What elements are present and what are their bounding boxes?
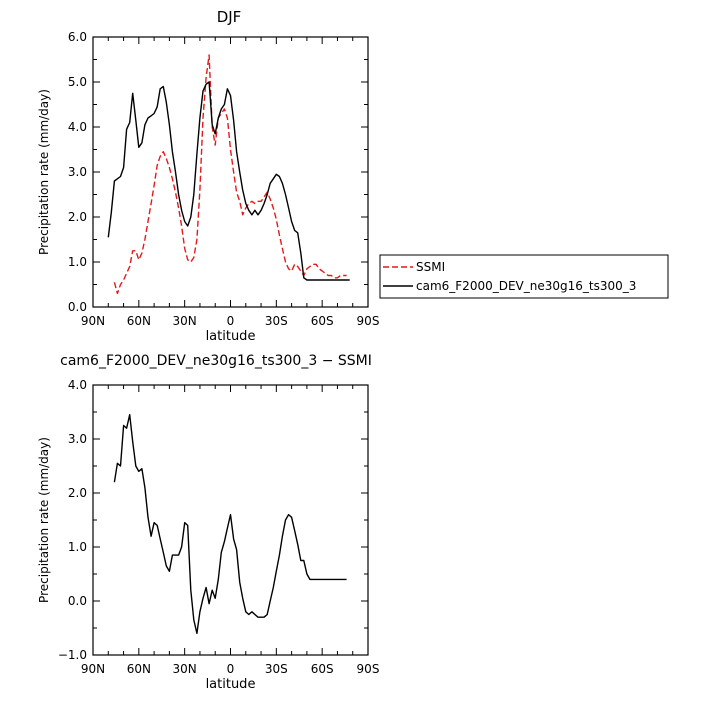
panel2-xtick-label: 30S bbox=[265, 662, 288, 676]
panel2-xlabel: latitude bbox=[206, 677, 256, 692]
panel1-title: DJF bbox=[217, 8, 242, 26]
panel1-frame bbox=[92, 36, 369, 308]
legend-label-1: SSMI bbox=[416, 260, 445, 274]
panel1-ylabel: Precipitation rate (mm/day) bbox=[37, 89, 51, 255]
panel1-xtick-label: 90N bbox=[81, 314, 105, 328]
legend-label-2: cam6_F2000_DEV_ne30g16_ts300_3 bbox=[416, 279, 636, 293]
panel2-series-line-1 bbox=[113, 414, 347, 635]
panel2-xtick-label: 60N bbox=[127, 662, 151, 676]
panel1-xtick-label: 90S bbox=[357, 314, 380, 328]
legend-box bbox=[379, 254, 669, 299]
panel2-ytick-label: 1.0 bbox=[68, 540, 87, 554]
panel2-xtick-label: 90N bbox=[81, 662, 105, 676]
panel1-ytick-label: 6.0 bbox=[68, 30, 87, 44]
panel2-ytick-label: 3.0 bbox=[68, 432, 87, 446]
panel1-series-line-2 bbox=[107, 81, 350, 281]
panel1-xtick-label: 30N bbox=[173, 314, 197, 328]
panel1-series-line-1 bbox=[113, 54, 347, 295]
panel2-ytick-label: 4.0 bbox=[68, 378, 87, 392]
panel1-xtick-label: 0 bbox=[227, 314, 235, 328]
panel1-xtick-label: 60S bbox=[311, 314, 334, 328]
panel1-ytick-label: 5.0 bbox=[68, 75, 87, 89]
panel2-xtick-label: 0 bbox=[227, 662, 235, 676]
panel1-ytick-label: 1.0 bbox=[68, 255, 87, 269]
panel1-ytick-label: 4.0 bbox=[68, 120, 87, 134]
panel2-xtick-label: 60S bbox=[311, 662, 334, 676]
panel2-ylabel: Precipitation rate (mm/day) bbox=[37, 437, 51, 603]
panel1-xtick-label: 60N bbox=[127, 314, 151, 328]
panel2-ytick-label: 2.0 bbox=[68, 486, 87, 500]
panel1-ytick-label: 3.0 bbox=[68, 165, 87, 179]
panel2-ytick-label: −1.0 bbox=[58, 648, 87, 662]
panel2-title: cam6_F2000_DEV_ne30g16_ts300_3 − SSMI bbox=[60, 353, 372, 369]
panel2-xtick-label: 30N bbox=[173, 662, 197, 676]
panel2-xtick-label: 90S bbox=[357, 662, 380, 676]
panel1-ytick-label: 2.0 bbox=[68, 210, 87, 224]
panel1-xlabel: latitude bbox=[206, 329, 256, 344]
panel2-ytick-label: 0.0 bbox=[68, 594, 87, 608]
panel1-ytick-label: 0.0 bbox=[68, 300, 87, 314]
panel1-xtick-label: 30S bbox=[265, 314, 288, 328]
